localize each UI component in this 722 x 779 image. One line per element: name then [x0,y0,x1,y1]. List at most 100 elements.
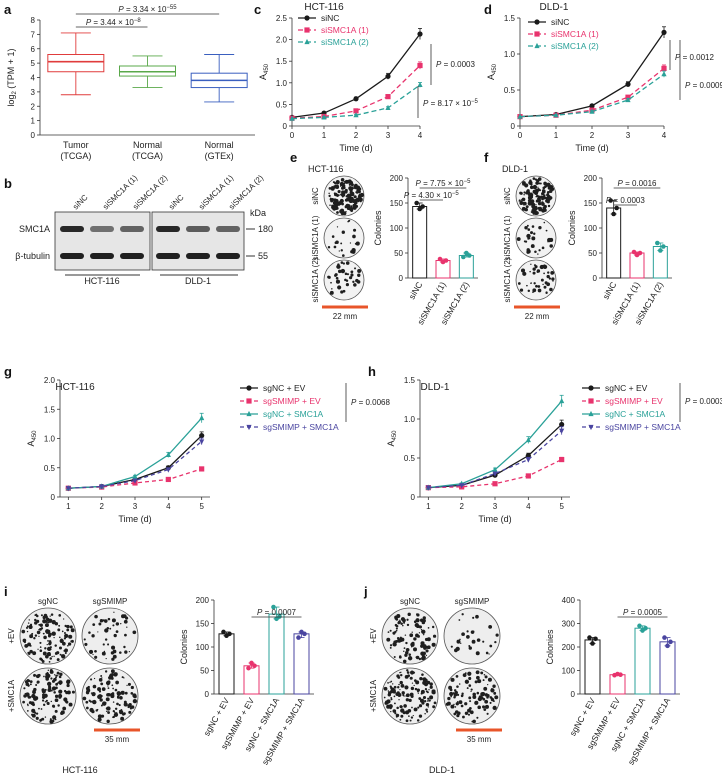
data-point [277,614,282,619]
colony [530,231,534,235]
data-point [588,398,594,404]
colony [35,683,38,686]
colony [32,710,36,714]
data-point [246,410,252,417]
y-axis-label: A450 [26,430,38,447]
colony [85,706,89,710]
colony [336,181,339,184]
colony [399,619,401,621]
colony [46,646,52,652]
colony [431,689,436,694]
data-point [517,113,523,119]
data-point [132,473,138,479]
colony [520,268,526,273]
colony [426,691,429,694]
colony [551,277,555,281]
colony [469,700,472,703]
x-tick-label: 3 [133,502,138,511]
x-tick-label: 0 [518,131,523,140]
colony [532,189,537,194]
colony [453,695,456,699]
colony [519,191,523,195]
colony [546,182,551,187]
colony [520,202,522,205]
colony [349,276,353,280]
colony [66,624,70,629]
p-value: P = 8.17 × 10−5 [423,99,479,108]
y-tick-label: 2.0 [276,36,288,45]
colony [406,671,410,674]
colony [345,181,347,183]
colony [535,284,538,288]
data-point [492,466,498,472]
line-chart-d: 0 0.5 1.0 1.5 0 1 2 3 4 Time (d) A450 DLD-1 siNC siSM… [486,2,722,153]
colony [450,695,452,698]
series-line [68,440,203,489]
colony [526,224,529,227]
data-point [302,631,307,637]
colony [387,682,389,684]
colony [109,627,112,630]
colony [533,264,536,267]
colony [130,692,134,695]
colony [33,673,37,677]
colony [32,690,36,694]
colony [545,229,548,232]
colony [95,709,98,712]
colony [543,208,547,212]
data-point [353,112,359,118]
colony [384,700,389,705]
colony [35,674,40,679]
colony [424,688,428,691]
x-tick-label: 1 [426,502,431,511]
colony [527,289,531,293]
colony [107,693,111,697]
p-text: = 0.0016 [623,179,657,188]
colony [421,655,426,660]
colony [457,711,461,715]
colony [530,199,535,204]
colony [541,202,545,206]
bar [458,255,474,279]
colony [47,621,50,624]
colony [353,195,357,199]
data-point [417,81,423,88]
colony [411,672,413,674]
colony [401,617,404,620]
colony [329,290,334,295]
colony [130,705,135,709]
colony [341,202,344,206]
colony [56,682,59,685]
colony [397,676,401,679]
colony [120,708,123,711]
x-tick-label: 5 [559,502,564,511]
colony [39,646,42,648]
colony [529,270,531,273]
colony [44,688,47,691]
colony [123,619,128,624]
colony [118,704,121,707]
colony [449,688,453,692]
colony-grid-i: sgNC sgSMIMP +EV +SMC1A 35 mm HCT-116 [7,597,140,775]
colony [63,632,66,635]
data-point [353,108,359,114]
colony [113,611,115,613]
lane-label: siNC [71,193,90,212]
colony [348,219,351,222]
cell-line-label: DLD-1 [429,765,455,775]
colony [39,719,42,722]
colony [100,682,104,686]
colony [411,706,413,709]
colony [57,704,60,707]
colony [390,710,392,713]
colony [409,633,414,638]
colony [342,254,345,257]
data-point [661,244,666,249]
colony [524,207,528,212]
data-point [655,240,660,246]
colony [54,694,59,698]
band-tubulin [90,253,114,259]
colony [350,273,354,277]
data-point [304,27,310,33]
colony [543,221,546,224]
